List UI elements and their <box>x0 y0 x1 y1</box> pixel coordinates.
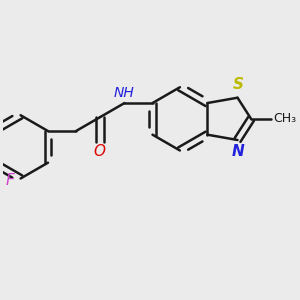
Text: O: O <box>93 144 105 159</box>
Text: S: S <box>232 77 244 92</box>
Text: N: N <box>232 144 244 159</box>
Text: CH₃: CH₃ <box>273 112 296 125</box>
Text: F: F <box>5 173 14 188</box>
Text: NH: NH <box>114 86 135 100</box>
